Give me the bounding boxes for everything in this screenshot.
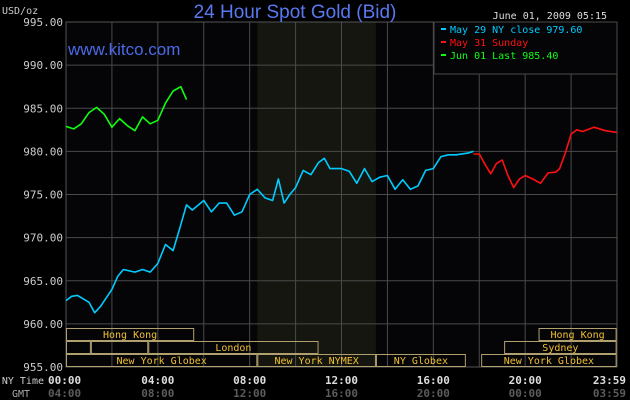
legend-box: [433, 21, 618, 75]
y-tick-label: 980.00: [23, 145, 63, 158]
legend-label: May 29 NY close 979.60: [450, 25, 582, 36]
x-tick-label-gmt: 00:00: [509, 387, 542, 400]
legend-item: May 31 Sunday: [441, 38, 528, 49]
session-label: New York Globex: [504, 356, 594, 367]
session-label: London: [215, 343, 251, 354]
y-tick-label: 970.00: [23, 232, 63, 245]
legend-item: Jun 01 Last 985.40: [441, 51, 558, 62]
y-tick-label: 960.00: [23, 318, 63, 331]
y-axis-label: USD/oz: [2, 6, 38, 17]
session-box: New York Globex: [66, 354, 258, 367]
x-tick-label-gmt: 12:00: [233, 387, 266, 400]
timestamp: June 01, 2009 05:15: [493, 11, 607, 22]
chart-title: 24 Hour Spot Gold (Bid): [194, 2, 397, 23]
legend-label: Jun 01 Last 985.40: [450, 51, 558, 62]
session-box: New York NYMEX: [257, 354, 376, 367]
y-tick-label: 965.00: [23, 275, 63, 288]
series-line-2: [65, 85, 188, 132]
legend: May 29 NY close 979.60 May 31 Sunday Jun 0…: [433, 21, 618, 75]
session-label: NY Globex: [394, 356, 448, 367]
session-label: New York Globex: [117, 356, 207, 367]
x-tick-label-gmt: 03:59: [593, 387, 626, 400]
legend-item: May 29 NY close 979.60: [441, 25, 582, 36]
y-tick-label: 975.00: [23, 189, 63, 202]
legend-swatch: [441, 54, 446, 56]
gmt-label: GMT: [12, 389, 30, 400]
kitco-watermark: www.kitco.com: [67, 40, 180, 59]
series-line-1: [473, 126, 617, 189]
session-label: Sydney: [542, 343, 578, 354]
session-box: NY Globex: [375, 354, 466, 367]
legend-swatch: [441, 41, 446, 43]
x-tick-label-ny: 16:00: [417, 374, 450, 387]
ny-time-label: NY Time: [2, 376, 44, 387]
session-box: Hong Kong: [66, 328, 195, 341]
x-tick-label-ny: 23:59: [593, 374, 626, 387]
session-box: New York Globex: [481, 354, 617, 367]
x-tick-label-ny: 08:00: [233, 374, 266, 387]
x-tick-label-gmt: 08:00: [141, 387, 174, 400]
x-tick-label-ny: 12:00: [325, 374, 358, 387]
session-box: Hong Kong: [538, 328, 617, 341]
x-tick-label-gmt: 04:00: [48, 387, 81, 400]
session-label: Hong Kong: [550, 330, 604, 341]
session-box: [90, 341, 149, 354]
x-tick-label-gmt: 16:00: [325, 387, 358, 400]
session-label: New York NYMEX: [274, 356, 358, 367]
x-tick-label-gmt: 20:00: [417, 387, 450, 400]
y-tick-label: 955.00: [23, 361, 63, 374]
session-box: [66, 341, 91, 354]
x-tick-label-ny: 20:00: [509, 374, 542, 387]
session-box: Sydney: [504, 341, 617, 354]
series-line-0: [65, 150, 474, 314]
y-tick-label: 995.00: [23, 16, 63, 29]
x-tick-label-ny: 04:00: [141, 374, 174, 387]
legend-label: May 31 Sunday: [450, 38, 528, 49]
x-tick-label-ny: 00:00: [48, 374, 81, 387]
session-box: London: [148, 341, 319, 354]
session-label: Hong Kong: [103, 330, 157, 341]
y-tick-label: 985.00: [23, 102, 63, 115]
y-tick-label: 990.00: [23, 59, 63, 72]
legend-swatch: [441, 28, 446, 30]
